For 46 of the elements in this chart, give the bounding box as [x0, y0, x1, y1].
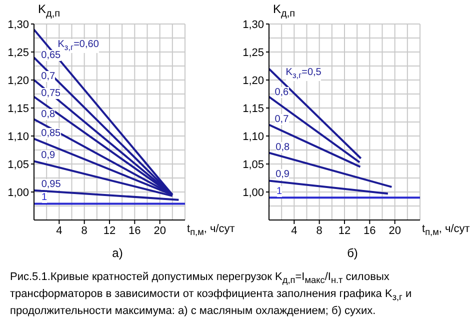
series-label: 1 [42, 192, 48, 203]
series-label: 0,75 [41, 88, 61, 99]
y-tick-label: 1,20 [242, 74, 264, 87]
x-tick-label: 20 [154, 224, 166, 237]
series-label: 0,7 [274, 114, 289, 126]
text: Рис.5.1.Кривые кратностей допустимых перегрузок K$_{д,п}$=I$_{макс}$/I$_{н.т}$ силовых трансформаторов в зависимости от коэффициента заполнения графика K$_{з,г}$ и продолжительности максимума: а) с масляным охлаждением; б) сухих. [10, 271, 412, 318]
x-tick-label: 8 [316, 224, 322, 237]
x-axis-title: t$_{п,м}$, ч/сут [422, 223, 470, 238]
y-tick-label: 1,10 [242, 130, 264, 143]
series-label: 0,85 [41, 128, 61, 140]
x-tick-label: 12 [103, 224, 116, 237]
x-tick-label: 8 [81, 224, 88, 237]
y-tick-label: 1,05 [8, 158, 29, 171]
y-tick-label: 1,05 [242, 158, 264, 171]
series-label: 0,65 [41, 50, 61, 61]
series-label: 1 [276, 186, 282, 197]
x-tick-label: 12 [338, 224, 351, 237]
series-label: 0,7 [41, 71, 56, 82]
text: а) [111, 246, 124, 260]
x-tick-label: 4 [291, 224, 298, 237]
series-label: 0,8 [41, 109, 56, 120]
y-axis-title: K$_{д,п}$ [273, 2, 296, 20]
y-tick-label: 1,30 [242, 18, 264, 31]
text: б) [346, 246, 359, 260]
y-axis-title: K$_{д,п}$ [38, 2, 60, 20]
y-tick-label: 1,20 [8, 74, 29, 87]
series-label: 0,9 [276, 169, 290, 180]
y-tick-label: 1,00 [8, 186, 29, 199]
x-tick-label: 20 [388, 224, 401, 237]
x-axis-title: t$_{п,м}$, ч/сут [187, 223, 235, 238]
series-label: K$_{з,г}$=0,60 [58, 39, 99, 54]
series-label: 0,8 [276, 142, 290, 153]
series-label: 0,6 [274, 86, 289, 98]
x-tick-label: 16 [364, 224, 376, 237]
series-label: 0,95 [41, 178, 61, 190]
series-label: K$_{з,г}$=0,5 [286, 67, 322, 82]
y-tick-label: 1,15 [8, 102, 29, 115]
y-tick-label: 1,10 [8, 130, 29, 143]
x-tick-label: 16 [128, 224, 141, 237]
y-tick-label: 1,25 [242, 46, 264, 59]
series-label: 0,9 [41, 150, 56, 162]
y-tick-label: 1,15 [242, 102, 264, 115]
x-tick-label: 4 [56, 224, 62, 237]
y-tick-label: 1,30 [8, 18, 29, 31]
y-tick-label: 1,25 [8, 46, 29, 59]
y-tick-label: 1,00 [242, 186, 264, 199]
